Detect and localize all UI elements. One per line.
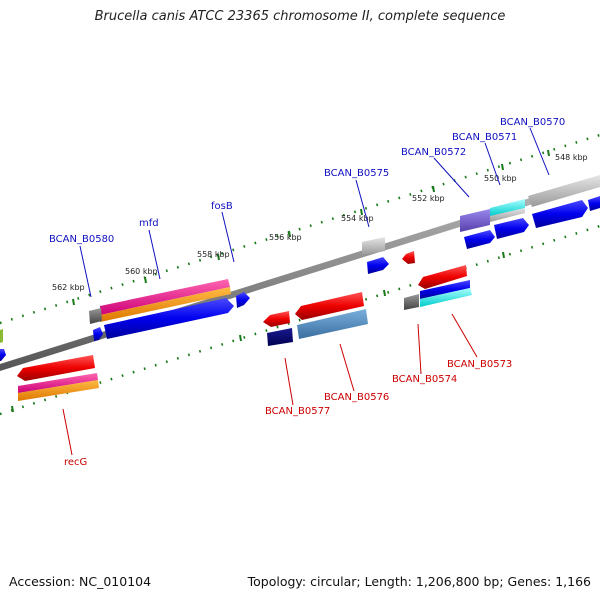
- gene-label[interactable]: mfd: [139, 218, 159, 229]
- gene-label[interactable]: BCAN_B0571: [452, 132, 517, 143]
- gene-label[interactable]: recG: [64, 457, 87, 468]
- gene-bcan-b0575[interactable]: [362, 237, 385, 255]
- tick-label: 554 kbp: [341, 214, 374, 223]
- gene-bcan-b0572[interactable]: [460, 209, 490, 232]
- gene-bcan-b0572-block[interactable]: [464, 230, 495, 249]
- outer-guide-line: [0, 133, 600, 325]
- gene-recg-magenta[interactable]: [18, 373, 98, 393]
- gene-bcan-b0580-block[interactable]: [93, 327, 103, 341]
- gene-label[interactable]: fosB: [211, 201, 233, 212]
- gene-bcan-b0580[interactable]: [89, 308, 102, 324]
- major-ticks: [11, 149, 550, 413]
- topology-summary: Topology: circular; Length: 1,206,800 bp…: [247, 574, 591, 589]
- gene-bcan-b0577-navy[interactable]: [267, 328, 293, 346]
- gene-mfd-magenta[interactable]: [100, 279, 230, 315]
- gene-bcan-b0570-block[interactable]: [532, 200, 588, 228]
- gene-bcan-b0573-blue[interactable]: [420, 280, 470, 299]
- gene-bcan-b0573-cyan[interactable]: [420, 288, 472, 307]
- gene-label[interactable]: BCAN_B0577: [265, 406, 330, 417]
- gene-label[interactable]: BCAN_B0575: [324, 168, 389, 179]
- reverse-leaders: [62, 313, 478, 456]
- forward-genes: [0, 175, 600, 361]
- gene-bcan-b0576-steel[interactable]: [297, 309, 368, 339]
- accession-text: Accession: NC_010104: [9, 574, 152, 589]
- gene-fosb[interactable]: [236, 292, 250, 308]
- gene-label[interactable]: BCAN_B0572: [401, 147, 466, 158]
- gene-bcan-b0573[interactable]: [418, 265, 467, 289]
- gene-bcan-b0570[interactable]: [528, 175, 600, 207]
- tick-label: 556 kbp: [269, 233, 302, 242]
- gene-bcan-b0576[interactable]: [295, 292, 364, 320]
- forward-leaders: [79, 127, 550, 298]
- map-title: Brucella canis ATCC 23365 chromosome II,…: [94, 9, 506, 24]
- gene-label[interactable]: BCAN_B0580: [49, 234, 114, 245]
- tick-label: 552 kbp: [412, 194, 445, 203]
- tick-label: 560 kbp: [125, 267, 158, 276]
- inner-guide-line: [0, 224, 600, 416]
- gene-label[interactable]: BCAN_B0570: [500, 117, 565, 128]
- gene-mfd[interactable]: [104, 298, 234, 339]
- gene-recg[interactable]: [18, 380, 99, 401]
- reverse-genes: [17, 251, 472, 401]
- gene-left-edge[interactable]: [0, 349, 6, 361]
- tick-label: 548 kbp: [555, 153, 588, 162]
- gene-mfd-orange[interactable]: [100, 287, 231, 322]
- gene-bcan-b0571-rna[interactable]: [490, 199, 525, 216]
- gene-label[interactable]: BCAN_B0574: [392, 374, 457, 385]
- gene-label[interactable]: BCAN_B0573: [447, 359, 512, 370]
- tick-label: 562 kbp: [52, 283, 85, 292]
- gene-bcan-b0577[interactable]: [263, 311, 290, 327]
- gene-bcan-b0574-grey[interactable]: [404, 294, 419, 310]
- tick-label: 558 kbp: [197, 250, 230, 259]
- gene-bcan-b0575-block[interactable]: [367, 257, 389, 274]
- gene-left-green[interactable]: [0, 329, 3, 343]
- gene-block[interactable]: [588, 196, 600, 211]
- gene-recg-red[interactable]: [17, 355, 95, 381]
- gene-bcan-b0571[interactable]: [494, 218, 529, 239]
- gene-label[interactable]: BCAN_B0576: [324, 392, 389, 403]
- tick-label: 550 kbp: [484, 174, 517, 183]
- gene-bcan-b0574[interactable]: [402, 251, 415, 264]
- gene-bcan-b0571-silver[interactable]: [490, 208, 525, 222]
